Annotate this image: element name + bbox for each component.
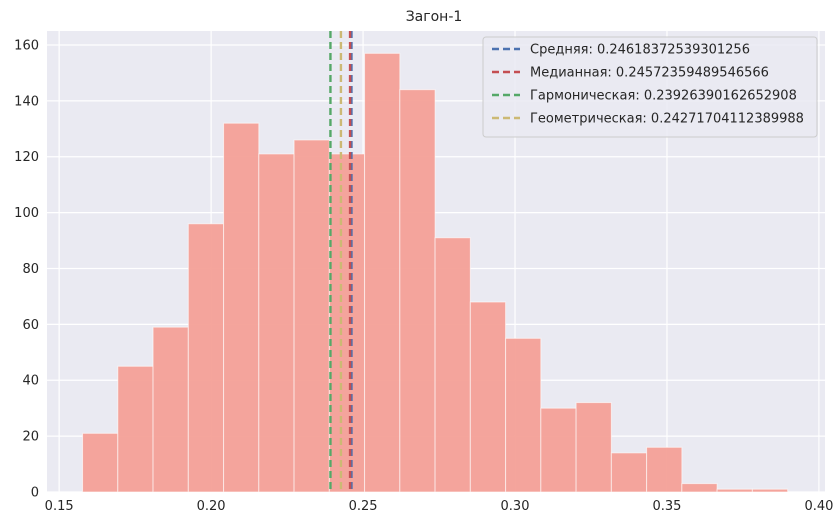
histogram-bar [716, 488, 753, 493]
x-tick-label: 0.35 [652, 499, 681, 514]
y-tick-label: 120 [14, 150, 39, 165]
histogram-bar [434, 237, 471, 493]
histogram-bar [399, 89, 436, 493]
histogram-bar [187, 223, 225, 493]
y-tick-label: 80 [22, 262, 39, 277]
histogram-bar [540, 407, 577, 493]
histogram-bar [681, 483, 718, 493]
histogram-bar [328, 153, 366, 493]
histogram-bar [646, 446, 683, 493]
y-tick-label: 160 [14, 38, 39, 53]
y-tick-label: 100 [14, 206, 39, 221]
x-tick-label: 0.25 [349, 499, 378, 514]
x-tick-label: 0.30 [501, 499, 530, 514]
chart-title: Загон-1 [406, 9, 463, 25]
histogram-bar [751, 488, 789, 493]
x-tick-label: 0.15 [45, 499, 74, 514]
histogram-bar [575, 402, 612, 493]
y-tick-label: 140 [14, 94, 39, 109]
histogram-bar [223, 122, 260, 493]
histogram-bar [469, 301, 507, 493]
histogram-bar [82, 432, 119, 493]
legend-entry: Средняя: 0.24618372539301256 [530, 43, 750, 58]
histogram-bar [610, 452, 648, 493]
x-tick-label: 0.40 [804, 499, 833, 514]
x-axis-ticks: 0.15 0.20 0.25 0.30 0.35 0.40 [45, 499, 834, 514]
y-tick-label: 20 [22, 430, 39, 445]
histogram-bars [82, 52, 789, 493]
y-tick-label: 60 [22, 318, 39, 333]
legend-entry: Медианная: 0.24572359489546566 [530, 66, 769, 81]
histogram-bar [152, 326, 189, 493]
y-axis-ticks: 0 20 40 60 80 100 120 140 160 [14, 38, 39, 500]
histogram-bar [117, 365, 154, 493]
x-tick-label: 0.20 [197, 499, 226, 514]
histogram-bar [293, 139, 330, 493]
histogram-bar [505, 337, 542, 493]
y-tick-label: 40 [22, 374, 39, 389]
legend-box [482, 36, 818, 138]
legend: Средняя: 0.24618372539301256 Медианная: 0… [482, 36, 818, 138]
histogram-bar [258, 153, 295, 493]
legend-entry: Геометрическая: 0.24271704112389988 [530, 112, 804, 127]
y-tick-label: 0 [31, 486, 39, 501]
legend-entry: Гармоническая: 0.23926390162652908 [530, 89, 797, 104]
histogram-bar [364, 52, 401, 493]
